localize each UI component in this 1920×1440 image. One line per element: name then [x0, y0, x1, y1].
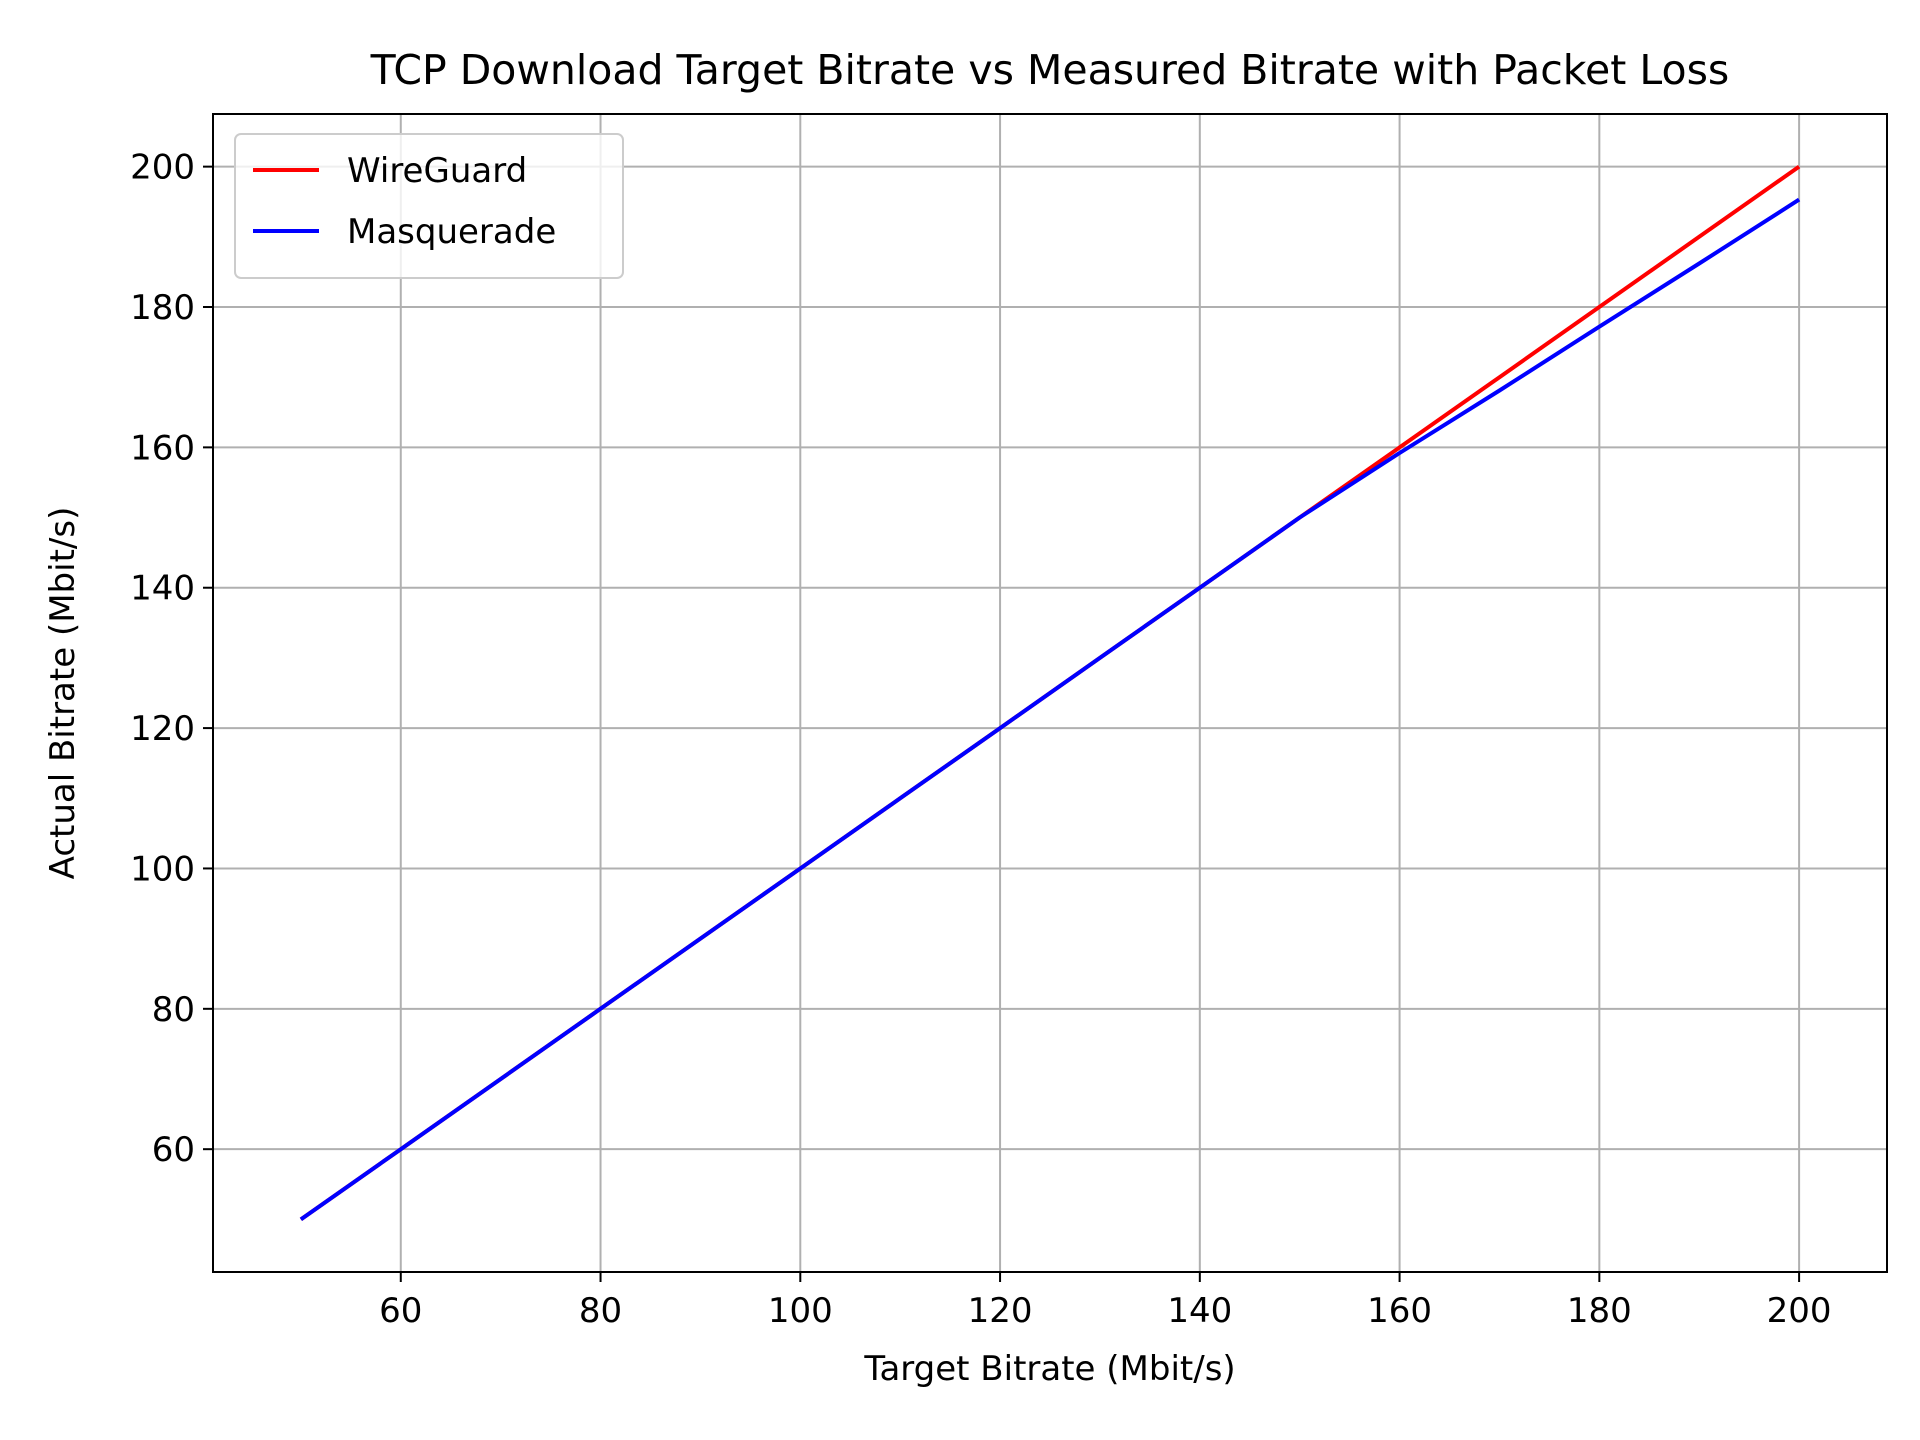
x-tick-label: 140: [1167, 1291, 1232, 1331]
x-tick-label: 60: [379, 1291, 422, 1331]
grid: [213, 114, 1887, 1272]
y-tick-label: 180: [130, 288, 195, 328]
x-tick-label: 100: [768, 1291, 833, 1331]
y-tick-label: 160: [130, 428, 195, 468]
x-tick-label: 120: [968, 1291, 1033, 1331]
x-tick-label: 160: [1367, 1291, 1432, 1331]
x-axis-label: Target Bitrate (Mbit/s): [863, 1349, 1235, 1389]
legend-label: WireGuard: [347, 151, 527, 191]
y-tick-label: 140: [130, 569, 195, 609]
y-tick-label: 80: [152, 990, 195, 1030]
y-tick-label: 120: [130, 709, 195, 749]
y-tick-label: 100: [130, 849, 195, 889]
x-tick-label: 180: [1567, 1291, 1632, 1331]
x-tick-label: 200: [1767, 1291, 1832, 1331]
series-line-masquerade: [299, 197, 1801, 1222]
y-axis: 60 80 100 120 140 160 180 200: [130, 148, 213, 1170]
y-tick-label: 60: [152, 1130, 195, 1170]
x-tick-label: 80: [579, 1291, 622, 1331]
y-tick-label: 200: [130, 148, 195, 188]
legend-box: [234, 133, 624, 279]
chart-title: TCP Download Target Bitrate vs Measured …: [370, 46, 1730, 94]
legend: WireGuard Masquerade: [234, 133, 624, 279]
x-axis: 60 80 100 120 140 160 180 200: [379, 1272, 1832, 1331]
legend-label: Masquerade: [347, 212, 556, 252]
y-axis-label: Actual Bitrate (Mbit/s): [43, 507, 83, 880]
plot-frame: [212, 113, 1888, 1273]
series-lines: [299, 164, 1801, 1222]
